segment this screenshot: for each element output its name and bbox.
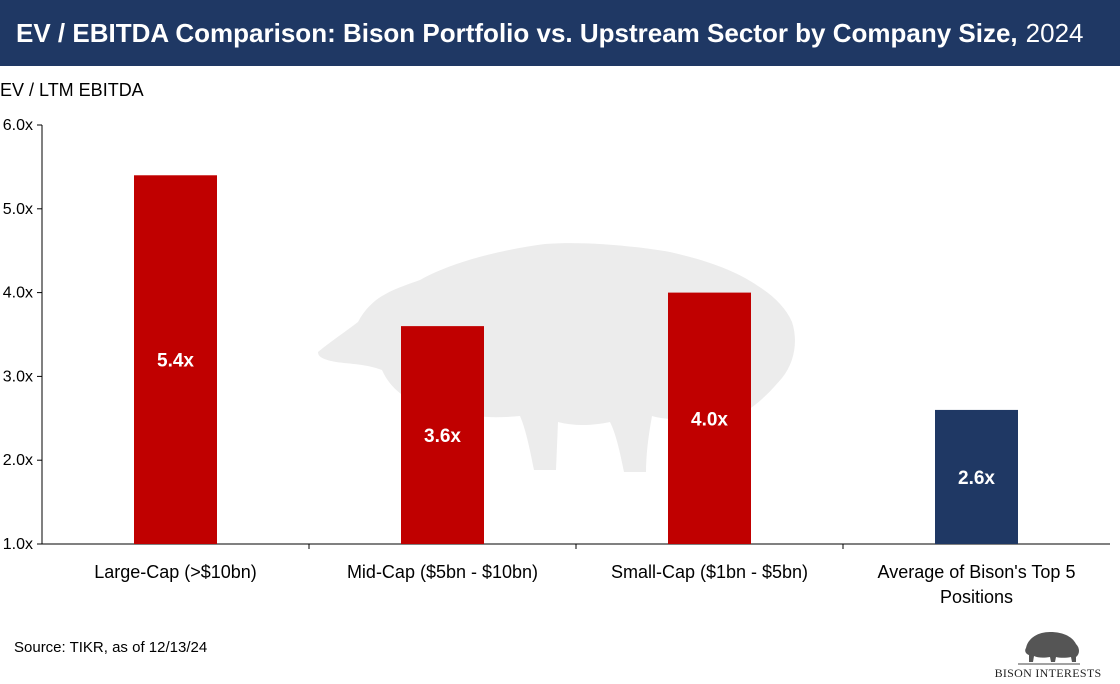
bar — [935, 409, 1018, 544]
bar — [668, 292, 751, 544]
y-tick-label: 3.0x — [3, 368, 33, 385]
y-tick-label: 6.0x — [3, 117, 33, 134]
bison-logo-icon — [1018, 632, 1080, 665]
bison-interests-logo: BISON INTERESTS — [988, 624, 1108, 682]
y-tick-label: 2.0x — [3, 452, 33, 469]
data-label: 2.6x — [958, 468, 995, 489]
y-axis-title: EV / LTM EBITDA — [0, 80, 144, 100]
x-tick-label: Small-Cap ($1bn - $5bn) — [611, 562, 808, 582]
x-tick-label: Large-Cap (>$10bn) — [94, 562, 257, 582]
y-tick-label: 4.0x — [3, 285, 33, 302]
source-note: Source: TIKR, as of 12/13/24 — [14, 639, 208, 656]
title-bar: EV / EBITDA Comparison: Bison Portfolio … — [0, 0, 1120, 66]
chart-title-year: 2024 — [1025, 17, 1084, 48]
data-label: 5.4x — [157, 351, 194, 372]
chart-title: EV / EBITDA Comparison: Bison Portfolio … — [16, 17, 1018, 48]
y-tick-label: 5.0x — [3, 201, 33, 218]
logo-text: BISON INTERESTS — [994, 666, 1102, 680]
x-tick-label: Average of Bison's Top 5 Positions — [878, 562, 1076, 607]
x-tick-label: Mid-Cap ($5bn - $10bn) — [347, 562, 538, 582]
bar — [401, 326, 484, 544]
y-tick-label: 1.0x — [3, 536, 33, 553]
data-label: 4.0x — [691, 409, 728, 430]
data-label: 3.6x — [424, 426, 461, 447]
bar — [134, 175, 217, 544]
bar-chart: 1.0x 2.0x 3.0x 4.0x 5.0x 6.0x 5.4x Large-Cap (… — [3, 117, 1110, 607]
